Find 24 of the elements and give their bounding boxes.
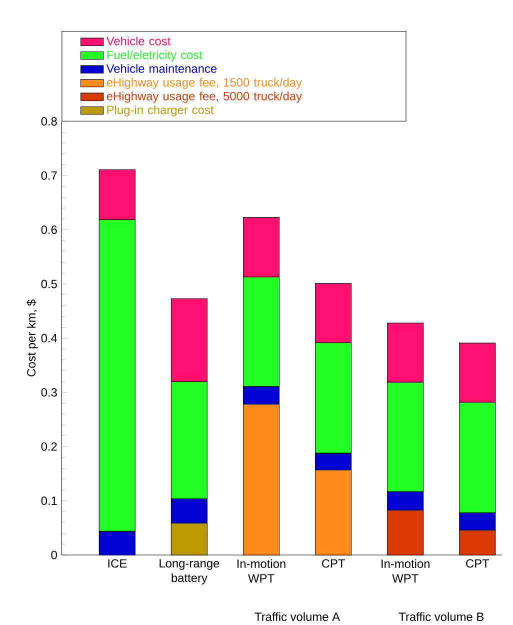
x-tick-label: ICE: [108, 559, 126, 568]
y-tick-label: 0.4: [41, 334, 57, 342]
legend-label: Vehicle maintenance: [106, 64, 216, 73]
legend-label: eHighway usage fee, 1500 truck/day: [106, 78, 302, 89]
legend-label: Fuel/eletricity cost: [107, 50, 202, 62]
y-tick-label: 0.7: [41, 171, 57, 180]
x-tick-label: CPT: [466, 559, 489, 568]
x-tick-label: CPT: [322, 559, 345, 568]
y-tick-label: 0: [51, 550, 57, 560]
y-tick-label: 0.2: [41, 442, 57, 451]
x-tick-label: In-motion WPT: [237, 559, 286, 582]
x-tick-label: Long-range battery: [160, 559, 220, 584]
y-tick-label: 0.1: [41, 496, 57, 505]
y-tick-label: 0.5: [41, 280, 57, 288]
legend-label: Plug-in charger cost: [107, 105, 214, 116]
text: Traffic volume B: [398, 612, 484, 622]
text: Traffic volume A: [254, 612, 340, 622]
legend-label: eHighway usage fee, 5000 truck/day: [106, 92, 302, 103]
y-tick-label: 0.3: [41, 388, 57, 397]
y-tick-label: 0.6: [41, 226, 57, 234]
y-tick-label: 0.8: [41, 117, 57, 126]
y-axis-title: Cost per km, $: [26, 300, 38, 376]
legend-label: Vehicle cost: [106, 36, 170, 46]
x-tick-label: In-motion WPT: [381, 559, 430, 582]
